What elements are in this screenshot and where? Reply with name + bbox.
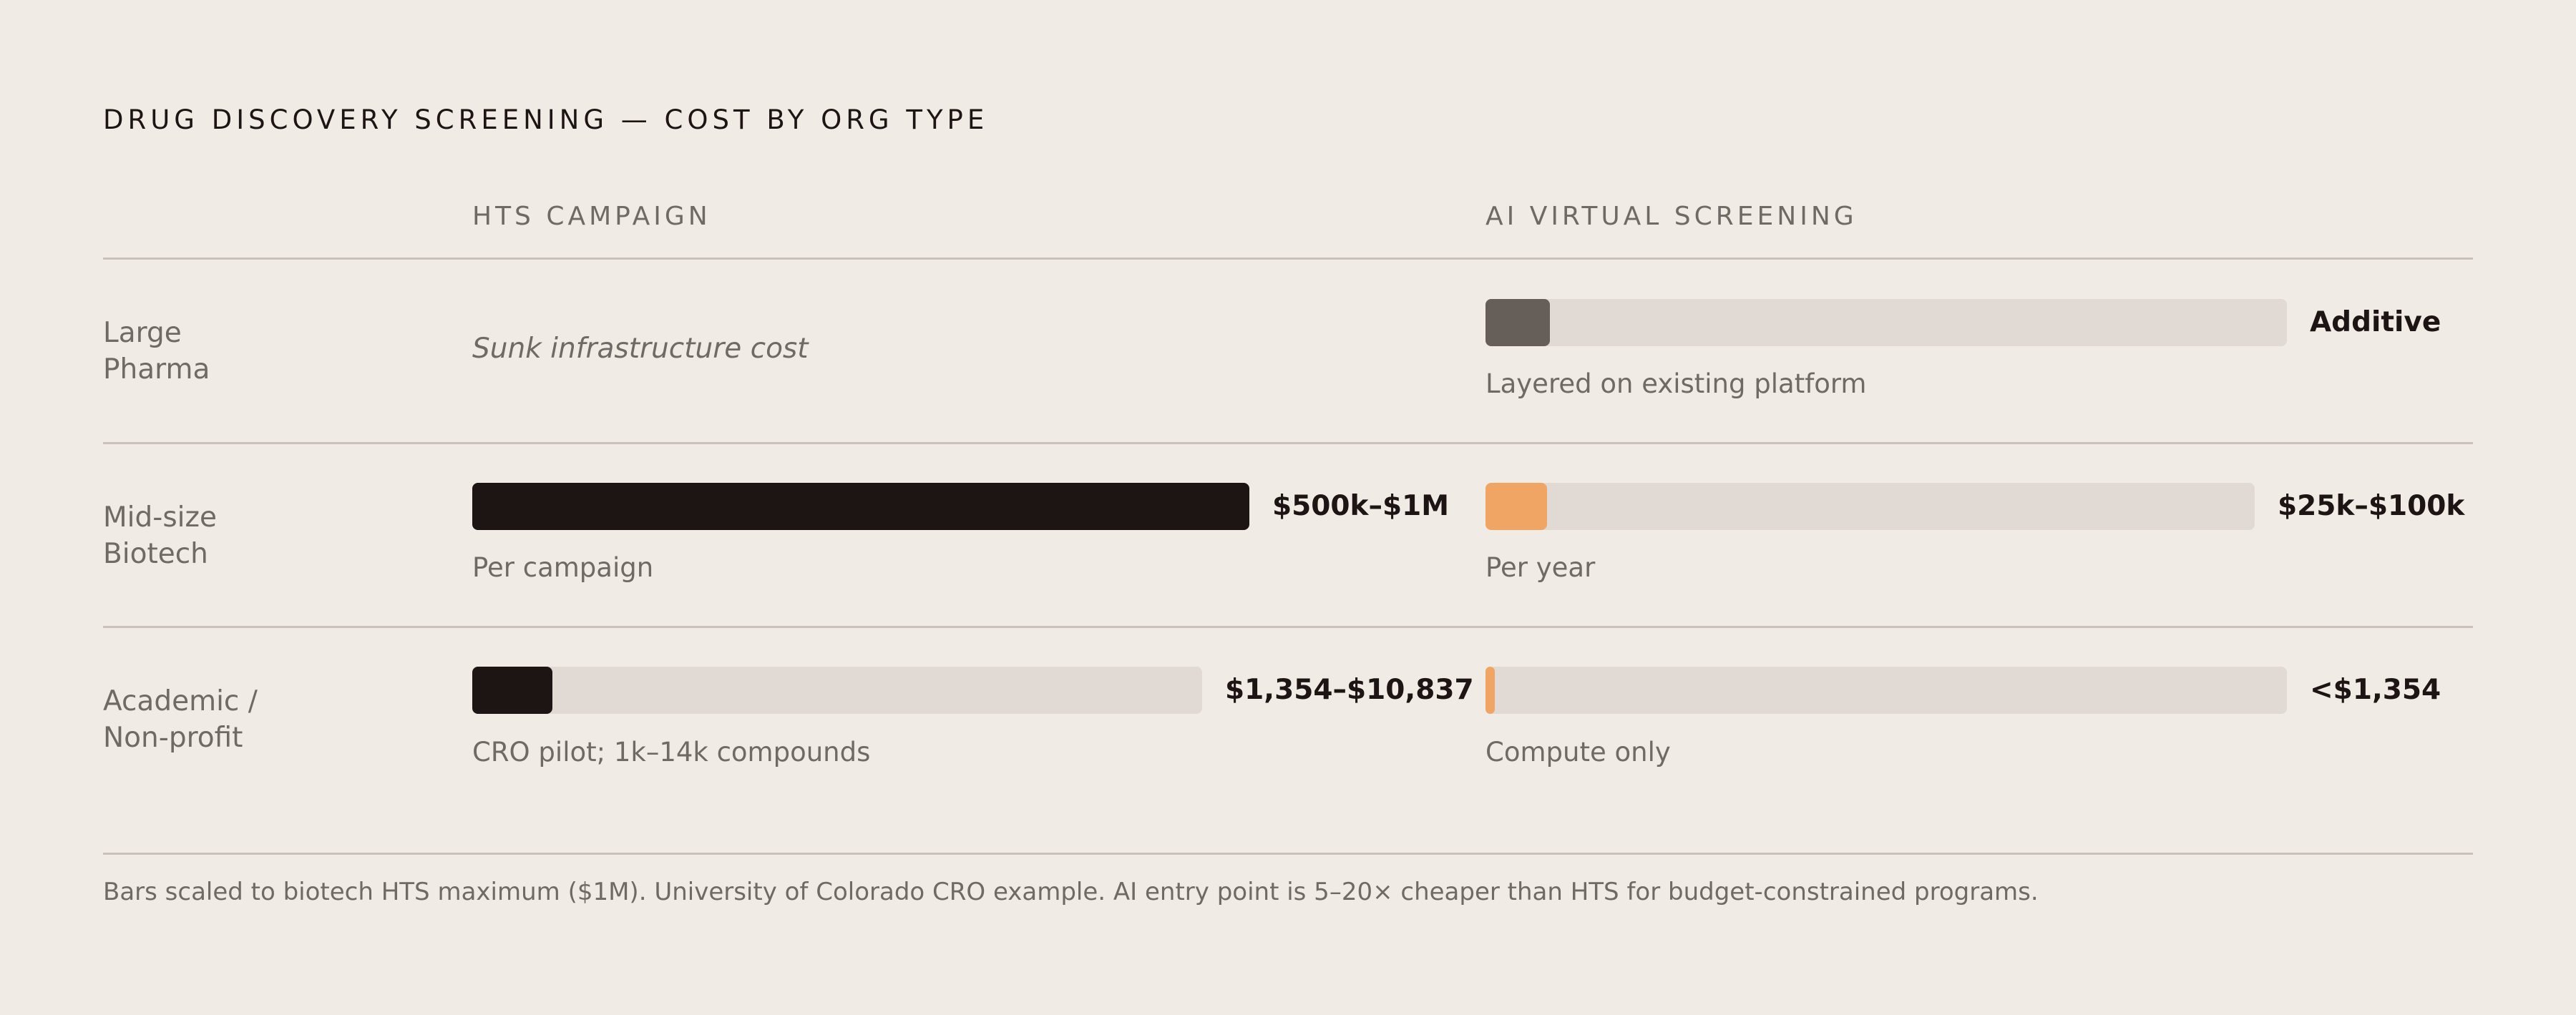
hts-bar-track-academic: [472, 667, 1202, 714]
row-label-mid-size-biotech: Mid-size Biotech: [103, 501, 217, 570]
ai-sub-academic: Compute only: [1485, 737, 1671, 768]
hts-sub-academic: CRO pilot; 1k–14k compounds: [472, 737, 871, 768]
row-label-academic-non-profit: Academic / Non-profit: [103, 685, 258, 754]
row-rule-2: [103, 626, 2473, 628]
ai-bar-track-academic: [1485, 667, 2287, 714]
hts-bar-track-mid-size-biotech: [472, 483, 1249, 530]
ai-bar-large-pharma: [1485, 299, 1550, 346]
ai-bar-track-mid-size-biotech: [1485, 483, 2255, 530]
row-label-large-pharma: Large Pharma: [103, 317, 210, 386]
hts-value-mid-size-biotech: $500k–$1M: [1272, 490, 1450, 522]
ai-value-large-pharma: Additive: [2310, 306, 2441, 338]
ai-sub-large-pharma: Layered on existing platform: [1485, 368, 1867, 399]
ai-value-mid-size-biotech: $25k–$100k: [2278, 490, 2465, 522]
chart-title: DRUG DISCOVERY SCREENING — COST BY ORG T…: [103, 104, 989, 135]
hts-note-large-pharma: Sunk infrastructure cost: [472, 333, 809, 365]
hts-bar-academic: [472, 667, 552, 714]
hts-sub-mid-size-biotech: Per campaign: [472, 552, 654, 583]
footnote: Bars scaled to biotech HTS maximum ($1M)…: [103, 878, 2039, 906]
ai-bar-academic: [1485, 667, 1495, 714]
ai-sub-mid-size-biotech: Per year: [1485, 552, 1596, 583]
footnote-rule: [103, 853, 2473, 855]
ai-bar-mid-size-biotech: [1485, 483, 1547, 530]
column-header-hts: HTS CAMPAIGN: [472, 202, 711, 231]
header-rule: [103, 258, 2473, 260]
hts-bar-mid-size-biotech: [472, 483, 1249, 530]
ai-bar-track-large-pharma: [1485, 299, 2287, 346]
row-rule-1: [103, 442, 2473, 444]
column-header-ai: AI VIRTUAL SCREENING: [1485, 202, 1858, 231]
hts-value-academic: $1,354–$10,837: [1225, 674, 1474, 706]
ai-value-academic: <$1,354: [2310, 674, 2441, 706]
